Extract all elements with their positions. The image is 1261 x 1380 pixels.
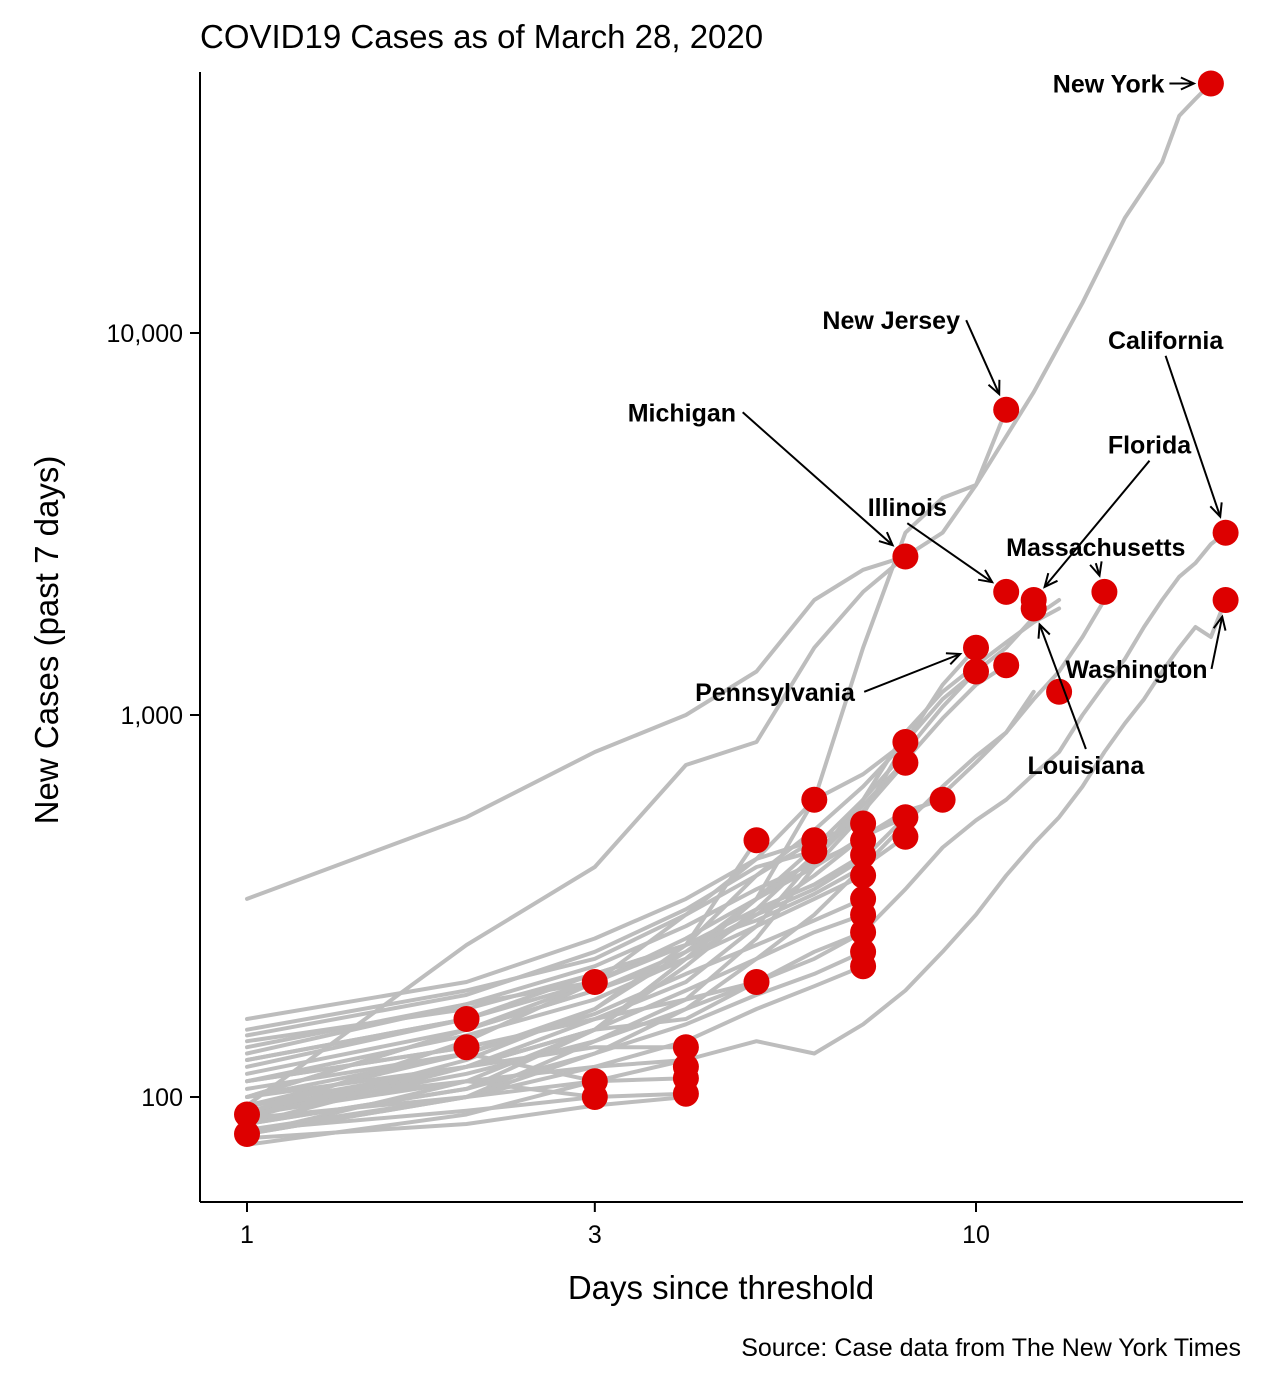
data-point-38 [1020, 595, 1047, 622]
arrow-massachusetts [1089, 561, 1103, 578]
data-point-42 [1212, 519, 1239, 546]
arrow-new-jersey [965, 319, 1001, 397]
arrow-new-york [1169, 76, 1197, 91]
label-michigan: Michigan [628, 399, 736, 427]
x-tick-label: 10 [962, 1221, 990, 1249]
x-axis-ticks: 1 3 10 [240, 1202, 990, 1249]
data-point-31 [929, 786, 956, 813]
series-line-2 [245, 407, 1009, 901]
state-annotations: New York New Jersey California Michigan Flor… [628, 71, 1227, 780]
data-point-16 [801, 838, 828, 865]
data-point-43 [1212, 587, 1239, 613]
y-tick-label: 1,000 [120, 702, 183, 730]
series-line-32 [245, 1045, 469, 1084]
data-point-28 [892, 749, 919, 776]
data-point-26 [892, 543, 919, 570]
series-line-31 [245, 1017, 469, 1062]
data-point-32 [963, 634, 989, 661]
label-massachusetts: Massachusetts [1006, 534, 1185, 562]
data-point-13 [743, 969, 770, 995]
arrow-illinois [906, 522, 995, 584]
source-caption: Source: Case data from The New York Time… [741, 1334, 1241, 1362]
series-line-36 [245, 1045, 688, 1099]
series-line-1 [245, 81, 1213, 1126]
x-tick-label: 3 [588, 1221, 602, 1249]
series-line-3 [245, 554, 908, 1108]
data-point-35 [993, 578, 1020, 605]
data-point-30 [892, 823, 919, 850]
label-california: California [1108, 327, 1224, 355]
x-axis-title: Days since threshold [568, 1269, 874, 1306]
label-washington: Washington [1065, 656, 1207, 684]
label-illinois: Illinois [868, 494, 947, 522]
arrow-washington [1210, 614, 1227, 670]
data-point-8 [672, 1034, 699, 1061]
y-tick-label: 100 [141, 1084, 183, 1112]
arrow-florida [1043, 460, 1151, 589]
data-point-14 [801, 786, 828, 813]
data-point-23 [850, 919, 877, 946]
series-line-27 [245, 838, 817, 1021]
data-point-29 [892, 804, 919, 831]
y-tick-label: 10,000 [107, 320, 183, 348]
series-line-39 [245, 1091, 688, 1132]
data-point-5 [581, 969, 608, 995]
series-line-40 [245, 1095, 688, 1141]
y-axis-ticks: 100 1,000 10,000 [107, 320, 200, 1112]
data-point-12 [743, 827, 770, 854]
data-point-41 [1197, 70, 1224, 97]
series-line-24 [245, 930, 866, 1117]
data-point-2 [234, 1121, 260, 1147]
series-line-38 [245, 1076, 688, 1121]
arrow-california [1164, 355, 1223, 519]
label-florida: Florida [1108, 432, 1192, 460]
arrow-michigan [742, 411, 895, 547]
data-point-7 [581, 1084, 608, 1110]
arrow-pennsylvania [863, 652, 963, 693]
x-tick-label: 1 [240, 1221, 254, 1249]
label-louisiana: Louisiana [1028, 752, 1146, 780]
data-point-11 [672, 1080, 699, 1107]
data-point-33 [963, 658, 989, 685]
data-point-1 [234, 1101, 260, 1128]
data-point-36 [993, 652, 1020, 679]
label-new-york: New York [1053, 71, 1165, 99]
data-point-3 [453, 1006, 480, 1032]
data-point-19 [850, 842, 877, 868]
data-points [234, 70, 1239, 1147]
data-point-4 [453, 1034, 480, 1061]
series-line-33 [245, 980, 597, 1056]
data-point-39 [1046, 678, 1073, 705]
chart-title: COVID19 Cases as of March 28, 2020 [200, 18, 763, 55]
label-pennsylvania: Pennsylvania [695, 679, 856, 707]
series-line-28 [245, 849, 817, 1038]
series-line-5 [245, 598, 1228, 1147]
series-line-25 [245, 949, 866, 1126]
data-point-20 [850, 862, 877, 889]
data-point-34 [993, 396, 1020, 423]
arrow-louisiana [1037, 622, 1087, 750]
series-lines [245, 81, 1228, 1147]
data-point-40 [1091, 578, 1118, 605]
label-new-jersey: New Jersey [822, 307, 960, 335]
series-line-37 [245, 1058, 688, 1108]
data-point-25 [850, 953, 877, 980]
series-line-4 [245, 530, 1228, 1117]
y-axis-title: New Cases (past 7 days) [28, 456, 65, 825]
data-point-27 [892, 729, 919, 755]
